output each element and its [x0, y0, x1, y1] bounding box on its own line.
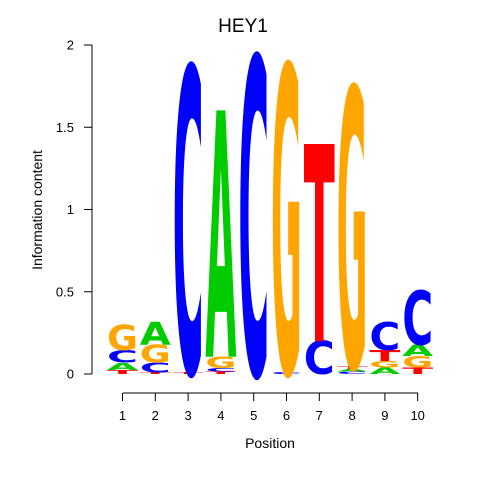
logo-letter-a: A [205, 44, 236, 437]
x-ticks: 1 2 3 4 5 6 7 8 9 10 [119, 393, 425, 423]
logo-letter-t: T [107, 369, 138, 376]
logo-letter-t: T [140, 372, 171, 375]
logo-letter-c: C [337, 371, 368, 375]
logo-letter-c: C [304, 333, 335, 386]
logo-letter-t: T [402, 366, 434, 376]
x-axis: 1 2 3 4 5 6 7 8 9 10 Position [119, 392, 425, 451]
x-axis-label: Position [245, 435, 295, 451]
logo-letter-a: A [369, 366, 401, 377]
y-tick-label: 1.5 [56, 120, 74, 135]
x-tick-label: 10 [410, 408, 424, 423]
x-tick-label: 5 [250, 408, 257, 423]
logo-letter-c: C [369, 315, 400, 360]
logo-letter-a: A [140, 316, 171, 352]
logo-letter-t: T [205, 371, 236, 375]
y-ticks: 0 0.5 1 1.5 2 [56, 38, 92, 382]
logo-letter-g: G [337, 12, 368, 458]
x-tick-label: 9 [381, 408, 388, 423]
x-tick-label: 7 [316, 408, 323, 423]
logo-letter-g: G [107, 317, 138, 358]
logo-letter-t: T [369, 347, 400, 364]
x-tick-label: 3 [184, 408, 191, 423]
y-tick-label: 0.5 [56, 284, 74, 299]
logo-letter-a: A [337, 368, 368, 372]
y-axis-label: Information content [29, 150, 45, 270]
logo-letter-c: C [107, 347, 138, 367]
x-tick-label: 8 [348, 408, 355, 423]
x-tick-label: 2 [152, 408, 159, 423]
chart-title: HEY1 [218, 16, 268, 37]
logo-letter-a: A [107, 361, 139, 373]
y-tick-label: 1 [67, 202, 74, 217]
logo-letter-t: T [304, 90, 335, 405]
x-tick-label: 1 [119, 408, 126, 423]
logo-letter-c: C [238, 0, 269, 477]
logo-letter-c: C [402, 277, 433, 363]
x-tick-label: 6 [283, 408, 290, 423]
y-axis: 0 0.5 1 1.5 2 Information content [29, 38, 93, 382]
logo-letter-c: C [173, 0, 204, 472]
y-tick-label: 2 [67, 38, 74, 53]
logo-letter-g: G [140, 339, 171, 368]
logo-letter-a: A [402, 342, 434, 360]
logo-letter-c: C [205, 367, 236, 372]
logo-letter-t: T [173, 372, 204, 375]
logo-letter-g: G [205, 354, 236, 373]
logo-letter-c: C [140, 360, 171, 376]
logo-letter-c: C [271, 372, 302, 375]
logo-letter-g: G [369, 360, 400, 370]
logo-letter-g: G [271, 0, 302, 472]
x-tick-label: 4 [217, 408, 224, 423]
y-tick-label: 0 [67, 367, 74, 382]
logo-letter-g: G [402, 353, 433, 372]
logo-letter-t: T [337, 366, 368, 370]
